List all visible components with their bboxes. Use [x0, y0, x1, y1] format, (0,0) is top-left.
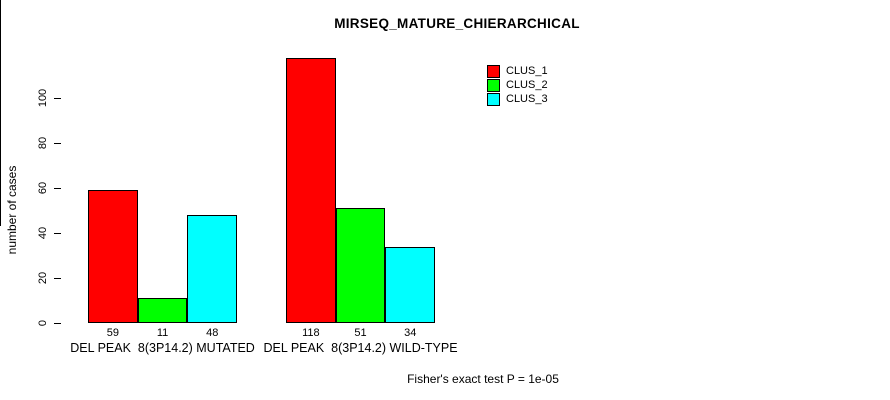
- bar-value-label: 11: [156, 327, 169, 339]
- bar-value-label: 59: [106, 327, 119, 339]
- y-axis-line: [0, 0, 1, 226]
- legend-item: CLUS_1: [487, 64, 548, 78]
- bar-clus_1-group1: [88, 190, 138, 323]
- y-tick-label: 20: [37, 271, 49, 285]
- y-tick-mark: [54, 143, 61, 144]
- legend-swatch-clus_2: [487, 78, 500, 92]
- legend-item: CLUS_3: [487, 92, 548, 106]
- y-tick-label: 40: [37, 226, 49, 240]
- legend: CLUS_1 CLUS_2 CLUS_3: [487, 64, 548, 106]
- y-tick-mark: [54, 233, 61, 234]
- bar-value-label: 34: [404, 327, 417, 339]
- chart-title: MIRSEQ_MATURE_CHIERARCHICAL: [334, 16, 580, 31]
- bar-clus_3-group2: [385, 246, 436, 323]
- y-tick-mark: [54, 98, 61, 99]
- bar-clus_3-group1: [187, 215, 238, 323]
- legend-swatch-clus_1: [487, 64, 500, 78]
- legend-swatch-clus_3: [487, 92, 500, 106]
- bar-value-label: 51: [354, 327, 367, 339]
- x-category-label: DEL PEAK 8(3P14.2) WILD-TYPE: [263, 341, 458, 355]
- legend-item: CLUS_2: [487, 78, 548, 92]
- legend-label: CLUS_2: [506, 79, 548, 91]
- bar-value-label: 118: [302, 327, 320, 339]
- bar-clus_1-group2: [286, 57, 336, 323]
- y-tick-mark: [54, 323, 61, 324]
- y-tick-label: 100: [37, 88, 49, 108]
- legend-label: CLUS_1: [506, 65, 548, 77]
- y-tick-mark: [54, 278, 61, 279]
- y-tick-label: 60: [37, 181, 49, 195]
- y-tick-label: 80: [37, 136, 49, 150]
- y-tick-label: 0: [37, 319, 49, 327]
- statistical-test-annotation: Fisher's exact test P = 1e-05: [407, 372, 559, 386]
- bar-clus_2-group2: [335, 208, 386, 323]
- bar-clus_2-group1: [137, 298, 188, 323]
- x-category-label: DEL PEAK 8(3P14.2) MUTATED: [70, 341, 255, 355]
- bar-value-label: 48: [206, 327, 219, 339]
- y-tick-mark: [54, 188, 61, 189]
- legend-label: CLUS_3: [506, 93, 548, 105]
- y-axis-title: number of cases: [5, 165, 19, 255]
